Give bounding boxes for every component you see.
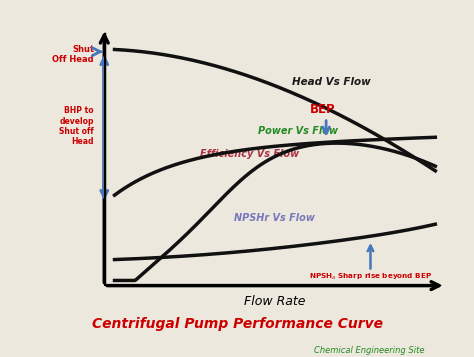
Text: BEP: BEP (310, 102, 336, 116)
Text: NPSHr Vs Flow: NPSHr Vs Flow (234, 213, 315, 223)
Text: Head Vs Flow: Head Vs Flow (292, 77, 371, 87)
Text: Power Vs Flow: Power Vs Flow (258, 126, 338, 136)
Text: Shut
Off Head: Shut Off Head (53, 45, 94, 64)
Text: Efficiency Vs Flow: Efficiency Vs Flow (200, 149, 299, 159)
Text: BHP to
develop
Shut off
Head: BHP to develop Shut off Head (59, 106, 94, 146)
Text: Flow Rate: Flow Rate (244, 295, 306, 308)
Text: Centrifugal Pump Performance Curve: Centrifugal Pump Performance Curve (91, 317, 383, 331)
Text: Chemical Engineering Site: Chemical Engineering Site (314, 346, 425, 356)
Text: NPSH$_a$ Sharp rise beyond BEP: NPSH$_a$ Sharp rise beyond BEP (309, 272, 432, 282)
